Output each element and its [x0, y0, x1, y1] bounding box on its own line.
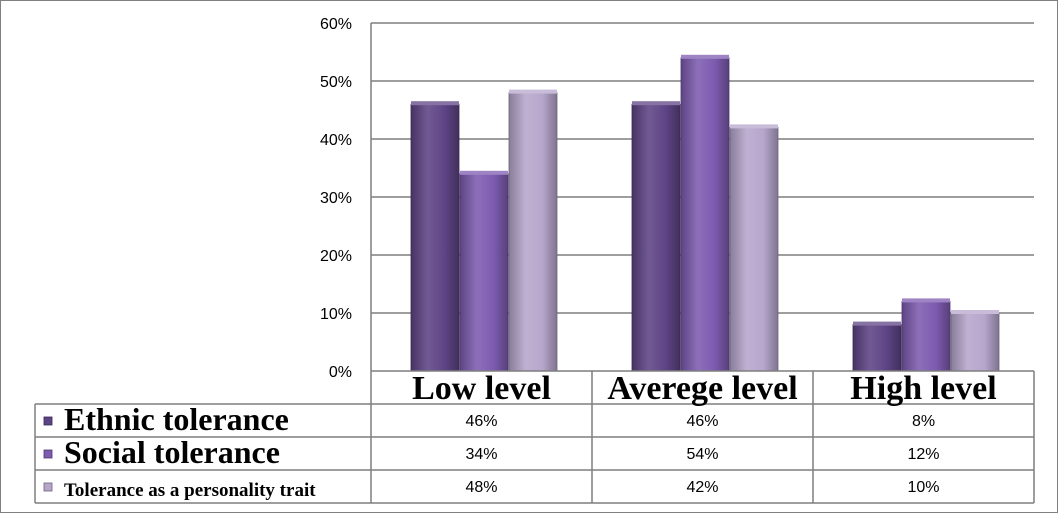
table-cell-value: 48% [465, 479, 497, 496]
y-tick-label: 50% [320, 74, 352, 91]
bar-top-1-1 [681, 54, 729, 59]
legend-label: Ethnic tolerance [64, 401, 289, 437]
table-cell-value: 46% [465, 413, 497, 430]
bar-top-0-2 [509, 89, 557, 94]
bar-top-0-0 [411, 101, 459, 106]
bar-2-1 [901, 300, 951, 372]
bar-top-2-0 [853, 321, 901, 326]
table-cell-value: 42% [686, 479, 718, 496]
table-cell-value: 34% [465, 446, 497, 463]
legend-label: Social tolerance [64, 434, 280, 470]
table-cell-value: 8% [912, 413, 935, 430]
category-label: High level [850, 370, 996, 407]
y-tick-label: 60% [320, 16, 352, 33]
y-tick-label: 40% [320, 132, 352, 149]
bar-top-2-2 [951, 310, 999, 314]
table-cell-value: 54% [686, 446, 718, 463]
bar-2-0 [852, 324, 902, 372]
bar-top-2-1 [902, 298, 950, 303]
category-label: Low level [412, 370, 551, 407]
legend-key [43, 449, 53, 459]
bar-1-2 [729, 127, 779, 372]
table-cell-value: 46% [686, 413, 718, 430]
bar-top-1-0 [632, 101, 680, 106]
bar-1-1 [680, 57, 730, 372]
table-cell-value: 12% [907, 446, 939, 463]
bar-0-1 [459, 173, 509, 372]
bar-1-0 [631, 103, 681, 372]
table-cell-value: 10% [907, 479, 939, 496]
y-tick-label: 10% [320, 306, 352, 323]
legend-key [43, 482, 53, 492]
y-tick-label: 0% [329, 364, 352, 381]
bar-top-0-1 [460, 170, 508, 175]
bar-0-0 [410, 103, 460, 372]
legend-key [43, 416, 53, 426]
category-label: Averege level [607, 370, 797, 407]
bar-2-2 [950, 312, 1000, 372]
bar-top-1-2 [730, 124, 778, 129]
y-tick-label: 30% [320, 190, 352, 207]
legend-label: Tolerance as a personality trait [64, 480, 316, 501]
y-tick-label: 20% [320, 248, 352, 265]
bar-0-2 [508, 92, 558, 372]
